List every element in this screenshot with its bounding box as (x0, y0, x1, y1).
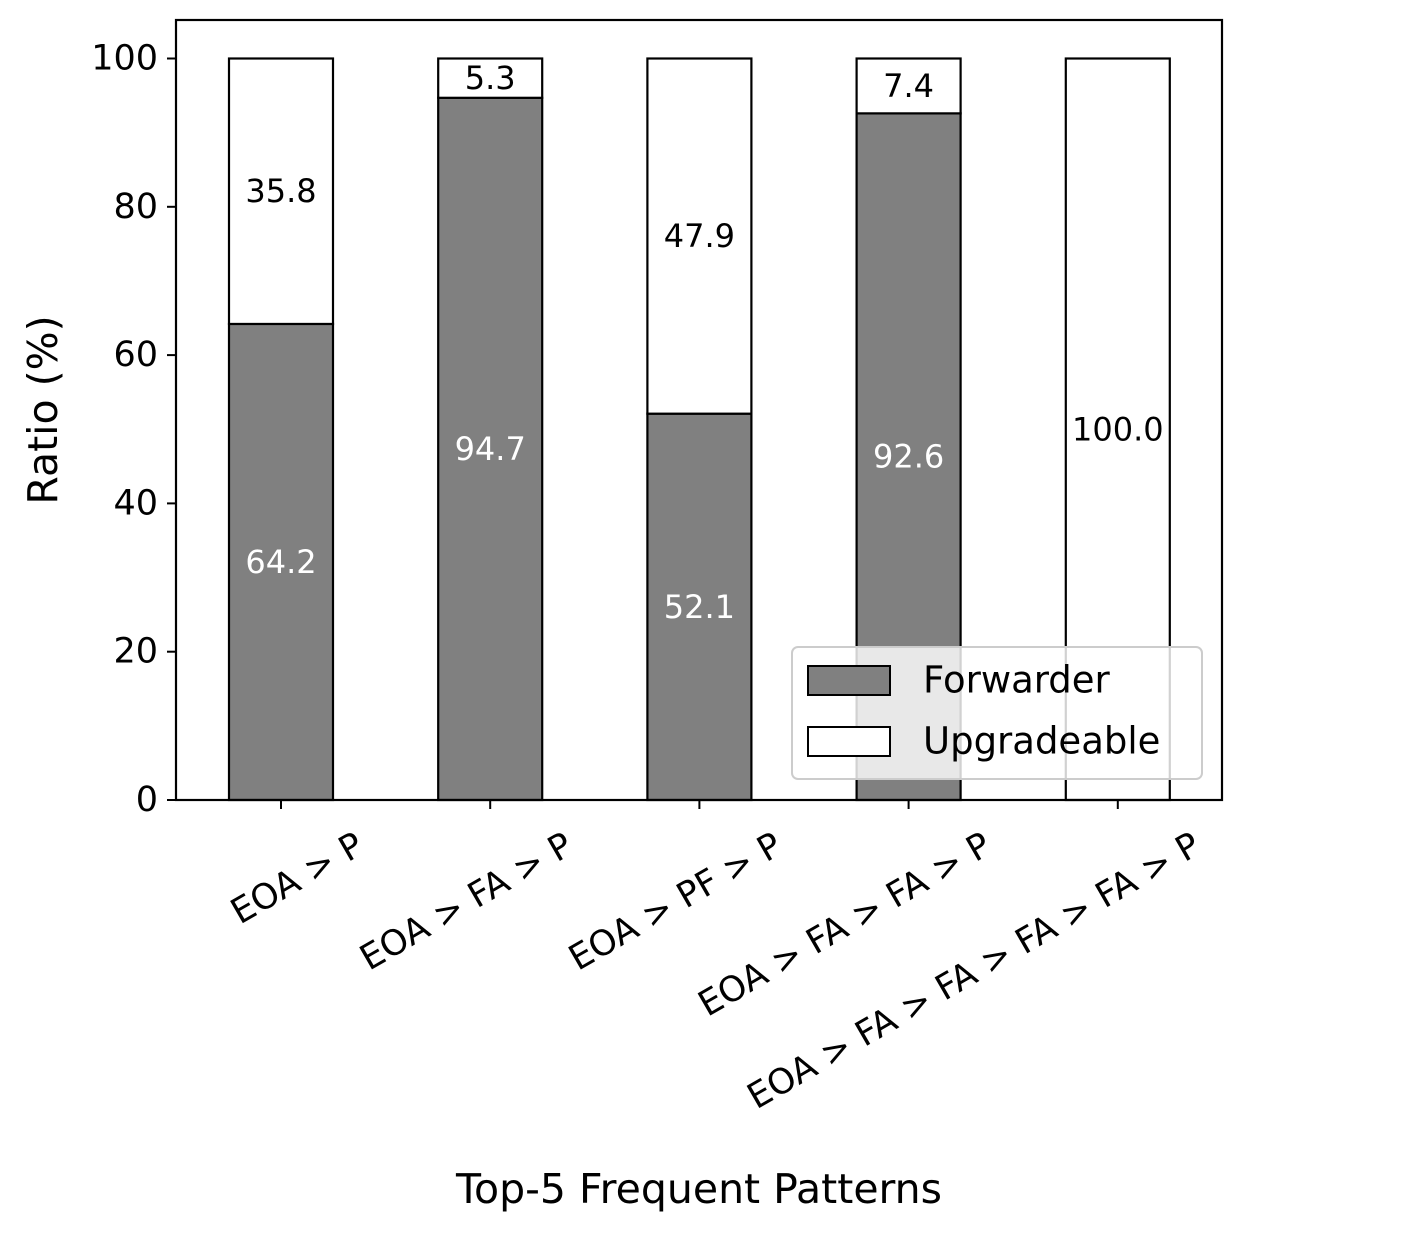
bar-upgradeable-2 (437, 57, 544, 99)
bar-value-label: 5.3 (465, 59, 516, 97)
y-tick-label: 80 (113, 187, 158, 227)
y-tick-label: 100 (91, 39, 158, 79)
bar-upgradeable-3 (646, 57, 753, 415)
bar-value-label: 94.7 (455, 430, 526, 468)
bar-value-label: 52.1 (664, 588, 735, 626)
y-axis: 0 20 40 60 80 100 (91, 39, 176, 820)
x-tick-label: EOA > FA > P (353, 825, 579, 979)
bar-labels-layer: 64.2 35.8 94.7 5.3 52.1 47.9 92.6 7.4 100.0 (245, 59, 1163, 626)
legend: Forwarder Upgradeable (791, 646, 1203, 780)
y-tick-label: 20 (113, 632, 158, 672)
bar-value-label: 100.0 (1072, 410, 1164, 448)
legend-label: Upgradeable (923, 720, 1160, 763)
legend-label: Forwarder (923, 659, 1111, 702)
bar-value-label: 35.8 (245, 172, 316, 210)
bar-value-label: 47.9 (664, 217, 735, 255)
bar-forwarder-3 (646, 412, 753, 802)
legend-swatch-upgradeable (807, 726, 891, 757)
x-axis-title: Top-5 Frequent Patterns (455, 1165, 942, 1213)
y-tick-label: 60 (113, 335, 158, 375)
bar-forwarder-1 (227, 322, 335, 802)
bar-upgradeable-1 (227, 57, 335, 326)
y-tick-label: 0 (136, 780, 158, 820)
bar-value-label: 92.6 (873, 438, 944, 476)
bar-value-label: 7.4 (883, 67, 934, 105)
x-tick-label: EOA > P (224, 825, 370, 932)
y-tick-label: 40 (113, 483, 158, 523)
y-axis-title: Ratio (%) (19, 315, 67, 504)
bar-value-label: 64.2 (245, 543, 316, 581)
bar-upgradeable-4 (855, 57, 962, 115)
legend-box (791, 646, 1203, 780)
legend-swatch-forwarder (807, 665, 891, 696)
